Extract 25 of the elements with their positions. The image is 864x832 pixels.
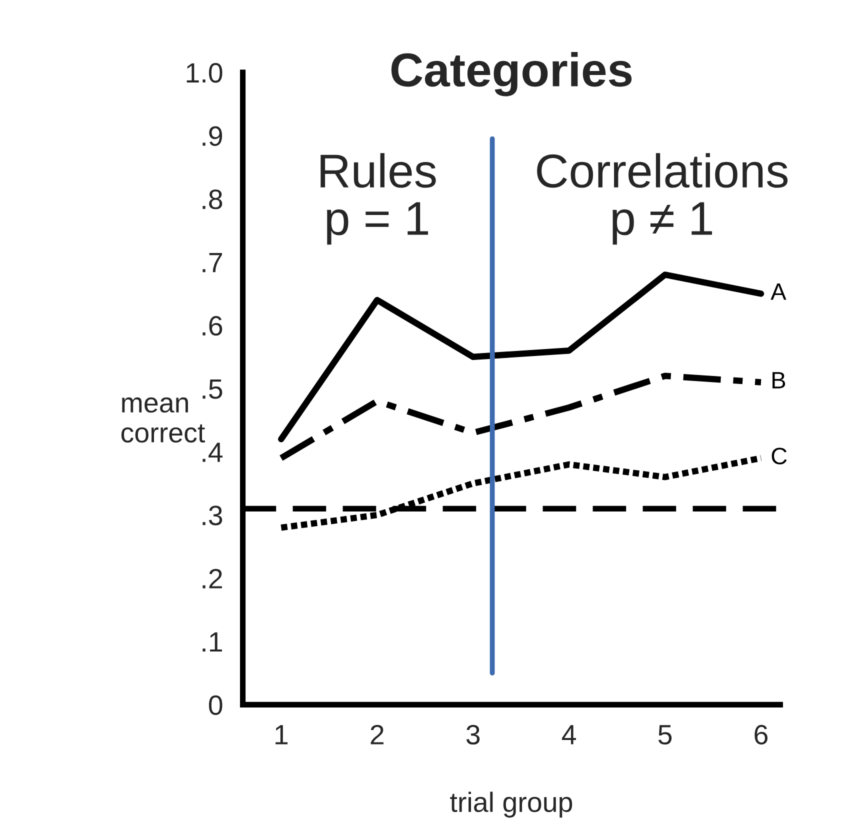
x-tick-label: 2: [370, 724, 384, 744]
series-label: A: [770, 284, 786, 300]
y-tick-label: .8: [202, 190, 222, 210]
y-axis-title: mean correct: [121, 397, 205, 443]
annotation: Correlations p ≠ 1: [537, 153, 788, 245]
x-tick-label: 6: [754, 724, 768, 745]
y-tick-label: .9: [202, 126, 222, 146]
series-label: C: [772, 448, 787, 464]
x-tick-label: 4: [562, 725, 576, 744]
y-tick-label: .5: [202, 380, 222, 399]
x-axis-title: trial group: [450, 792, 572, 818]
y-tick-label: 1.0: [186, 63, 222, 83]
x-tick-label: 5: [658, 725, 672, 745]
y-tick-label: .3: [202, 506, 222, 526]
chart-title: Categories: [391, 52, 632, 96]
x-tick-label: 3: [466, 724, 480, 745]
x-tick-label: 1: [276, 725, 288, 744]
y-tick-label: .7: [202, 253, 222, 272]
series-label: B: [772, 372, 786, 388]
y-tick-label: .2: [202, 568, 222, 588]
y-tick-label: .4: [202, 442, 223, 462]
y-tick-label: .6: [202, 316, 222, 336]
y-tick-label: 0: [208, 695, 222, 716]
annotation: Rules p = 1: [320, 153, 436, 245]
y-tick-label: .1: [202, 632, 222, 652]
